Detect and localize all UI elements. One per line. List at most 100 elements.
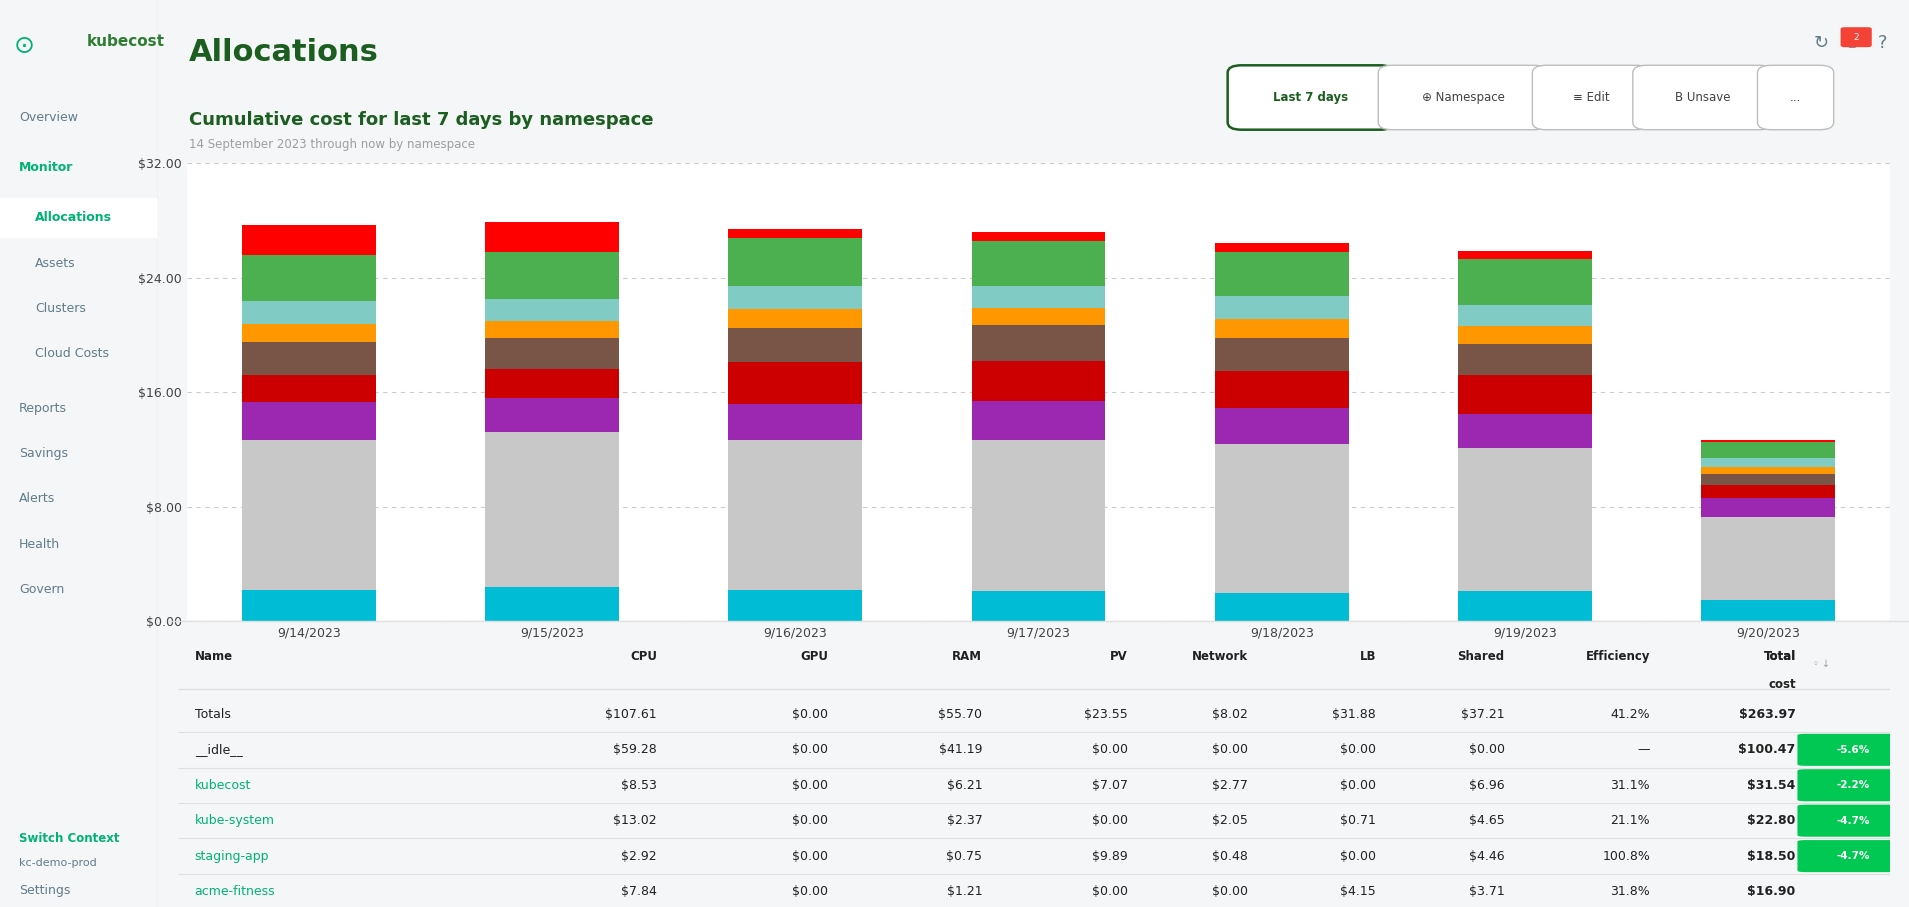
Bar [242,403,376,440]
Text: 100.8%: 100.8% [1602,850,1649,863]
Text: $263.97: $263.97 [1739,707,1796,721]
Bar [1214,243,1348,252]
Text: $100.47: $100.47 [1739,744,1796,756]
Text: B Unsave: B Unsave [1676,91,1731,104]
Bar [972,287,1105,307]
Text: -2.2%: -2.2% [1836,780,1869,790]
Text: $0.48: $0.48 [1212,850,1248,863]
Text: ⊙: ⊙ [13,34,34,58]
Text: -5.6%: -5.6% [1836,745,1869,755]
Bar [729,287,863,309]
Text: $0.00: $0.00 [1212,885,1248,898]
Text: Govern: Govern [19,583,65,596]
Text: Allocations: Allocations [189,38,378,67]
Bar [1458,375,1592,414]
Bar [972,240,1105,287]
Bar [485,252,619,299]
Text: 31.1%: 31.1% [1611,779,1649,792]
Text: $16.90: $16.90 [1747,885,1796,898]
Text: 41.2%: 41.2% [1611,707,1649,721]
Text: Shared: Shared [1457,649,1504,663]
Text: $0.00: $0.00 [1092,814,1128,827]
Text: 🔔: 🔔 [1846,34,1856,48]
Text: $1.21: $1.21 [947,885,983,898]
FancyBboxPatch shape [1632,65,1773,130]
Bar [972,307,1105,325]
Bar [485,222,619,252]
Bar [242,342,376,375]
Text: $0.00: $0.00 [1468,744,1504,756]
Text: ⊕ Namespace: ⊕ Namespace [1422,91,1504,104]
Text: __idle__: __idle__ [195,744,242,756]
Bar [485,338,619,369]
Text: $13.02: $13.02 [613,814,657,827]
FancyBboxPatch shape [1798,840,1909,873]
Bar [972,325,1105,361]
Bar [729,440,863,590]
Text: $9.89: $9.89 [1092,850,1128,863]
Bar [1214,444,1348,592]
Text: $4.65: $4.65 [1468,814,1504,827]
Bar [1701,485,1835,498]
Text: ≡ Edit: ≡ Edit [1573,91,1609,104]
Text: Overview: Overview [19,112,78,124]
Text: Cloud Costs: Cloud Costs [34,347,109,360]
Text: $37.21: $37.21 [1460,707,1504,721]
Text: -4.7%: -4.7% [1836,815,1869,825]
Bar [485,369,619,398]
Text: Network: Network [1191,649,1248,663]
Text: Monitor: Monitor [19,161,73,174]
Bar [242,300,376,324]
Text: 2: 2 [1854,33,1859,42]
FancyBboxPatch shape [1798,769,1909,801]
Text: ...: ... [1791,91,1802,104]
FancyBboxPatch shape [1758,65,1835,130]
Text: $4.15: $4.15 [1340,885,1376,898]
Text: $41.19: $41.19 [939,744,983,756]
Text: $0.00: $0.00 [792,744,829,756]
Text: $2.92: $2.92 [620,850,657,863]
Bar [1701,498,1835,517]
Text: ↻: ↻ [1814,34,1829,53]
Text: $59.28: $59.28 [613,744,657,756]
Text: Savings: Savings [19,447,69,460]
Bar [1458,448,1592,591]
Bar [1701,600,1835,621]
FancyBboxPatch shape [1533,65,1649,130]
Bar [242,324,376,342]
Text: $2.05: $2.05 [1212,814,1248,827]
Text: $0.75: $0.75 [947,850,983,863]
Text: $18.50: $18.50 [1747,850,1796,863]
Bar [242,225,376,255]
Text: $0.00: $0.00 [792,850,829,863]
Bar [1701,473,1835,485]
Text: $0.00: $0.00 [1340,779,1376,792]
Bar [972,361,1105,401]
Bar [1214,297,1348,319]
FancyBboxPatch shape [0,198,158,238]
Text: 31.8%: 31.8% [1611,885,1649,898]
Text: Alerts: Alerts [19,493,55,505]
Text: $0.00: $0.00 [792,779,829,792]
Text: 14 September 2023 through now by namespace: 14 September 2023 through now by namespa… [189,138,475,151]
Text: Health: Health [19,538,61,551]
Bar [729,327,863,362]
Bar [1214,319,1348,338]
Text: $0.00: $0.00 [1212,744,1248,756]
Bar [1214,371,1348,408]
Bar [972,232,1105,240]
Text: $0.00: $0.00 [792,707,829,721]
Bar [1458,414,1592,448]
Bar [1458,344,1592,375]
Text: Allocations: Allocations [34,211,113,224]
Text: kc-demo-prod: kc-demo-prod [19,858,97,869]
Text: Switch Context: Switch Context [19,833,120,845]
Text: $4.46: $4.46 [1470,850,1504,863]
Bar [1214,338,1348,371]
FancyBboxPatch shape [1798,805,1909,836]
Bar [1701,458,1835,467]
Text: kubecost: kubecost [88,34,166,50]
Text: RAM: RAM [953,649,983,663]
Text: Cumulative cost for last 7 days by namespace: Cumulative cost for last 7 days by names… [189,111,653,129]
Text: $2.77: $2.77 [1212,779,1248,792]
